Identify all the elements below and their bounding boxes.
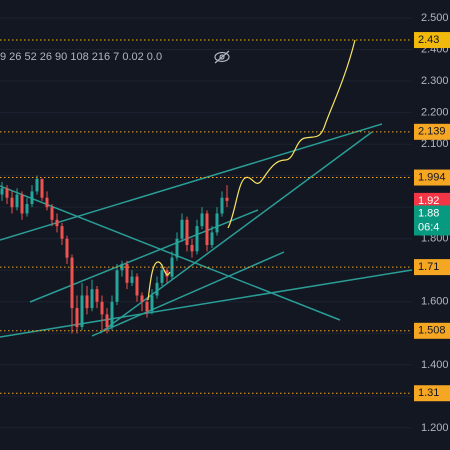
candle-body (120, 263, 124, 271)
candle-body (210, 232, 214, 246)
price-line-label: 2.139 (418, 126, 446, 138)
candle-body (195, 226, 199, 252)
last-price-label: 1.88 (418, 207, 439, 219)
current-high-box (414, 192, 450, 209)
trend-line (91, 251, 285, 337)
candle-body (5, 188, 9, 198)
price-line-box (414, 32, 450, 49)
candles (0, 175, 229, 334)
trend-line (0, 269, 413, 338)
candle-body (65, 238, 69, 258)
price-line-box (414, 169, 450, 186)
candle-body (130, 276, 134, 283)
candle-body (215, 213, 219, 233)
countdown-label: 06:4 (418, 221, 439, 233)
candle-body (110, 301, 114, 328)
candle-body (155, 282, 159, 296)
candle-body (180, 219, 184, 239)
candle-body (70, 257, 74, 309)
trend-line (0, 185, 341, 321)
indicator-text: 9 26 52 26 90 108 216 7 0.02 0.0 (0, 51, 162, 63)
price-line-label: 1.994 (418, 171, 446, 183)
candle-body (100, 301, 104, 315)
candle-body (80, 295, 84, 328)
candle-body (20, 194, 24, 214)
price-line-box (414, 322, 450, 339)
price-line-label: 1.71 (418, 261, 439, 273)
grid (0, 17, 412, 429)
price-line-box (414, 385, 450, 402)
candle-body (145, 301, 149, 312)
candle-body (45, 197, 49, 208)
y-tick-label: 2.100 (421, 138, 449, 150)
candle-body (95, 289, 99, 302)
candle-body (220, 197, 224, 214)
y-tick-label: 1.600 (421, 296, 449, 308)
y-tick-label: 2.300 (421, 75, 449, 87)
candle-body (75, 308, 79, 328)
hide-icon[interactable] (214, 50, 230, 64)
candle-body (140, 295, 144, 302)
candle-body (105, 314, 109, 328)
y-tick-label: 1.400 (421, 359, 449, 371)
candle-body (25, 204, 29, 214)
candle-body (160, 270, 164, 283)
y-tick-label: 1.200 (421, 422, 449, 434)
price-line-label: 1.31 (418, 387, 439, 399)
candle-body (0, 188, 4, 195)
candle-body (40, 178, 44, 198)
y-tick-label: 1.800 (421, 233, 449, 245)
candle-body (60, 226, 64, 239)
candle-body (190, 245, 194, 252)
price-levels (0, 39, 412, 394)
price-line-box (414, 123, 450, 140)
candle-body (135, 276, 139, 296)
candle-body (150, 295, 154, 312)
candle-body (115, 270, 119, 302)
candle-body (10, 197, 14, 208)
current-high-label: 1.92 (418, 195, 439, 207)
price-line-label: 1.508 (418, 325, 446, 337)
candle-body (85, 295, 89, 309)
candle-body (175, 238, 179, 258)
candle-body (125, 263, 129, 283)
candle-body (165, 270, 169, 277)
trend-line (99, 131, 373, 334)
projection-path (147, 261, 171, 301)
last-price-box (414, 205, 450, 236)
candle-body (90, 289, 94, 309)
candle-body (200, 213, 204, 227)
candle-body (30, 191, 34, 205)
trend-lines (0, 123, 413, 338)
candle-body (55, 219, 59, 227)
price-line-box (414, 259, 450, 276)
price-line-label: 2.43 (418, 34, 439, 46)
trend-line (29, 209, 259, 303)
price-tags: 2.43 2.139 1.994 1.71 1.508 1.31 1.921.88 06:4 (414, 32, 450, 402)
candle-body (225, 197, 229, 201)
candle-body (205, 213, 209, 246)
candle-body (35, 178, 39, 192)
candle-body (185, 219, 189, 246)
y-tick-label: 2.500 (421, 12, 449, 24)
candle-body (15, 194, 19, 208)
trend-line (0, 123, 383, 241)
y-tick-label: 2.200 (421, 106, 449, 118)
candle-body (50, 207, 54, 220)
